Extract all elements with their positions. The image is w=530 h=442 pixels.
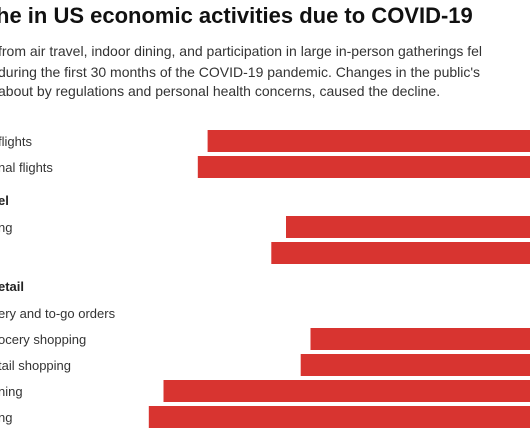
category-label: nal flights xyxy=(0,160,53,175)
bar xyxy=(271,242,530,264)
group-label: el xyxy=(0,193,9,208)
chart-title: he in US economic activities due to COVI… xyxy=(0,3,473,28)
subtitle-line-3: about by regulations and personal health… xyxy=(0,83,441,99)
group-label: etail xyxy=(0,279,24,294)
bar xyxy=(207,130,530,152)
bar xyxy=(148,406,530,428)
category-label: ery and to-go orders xyxy=(0,306,116,321)
bar xyxy=(197,156,530,178)
category-label: ocery shopping xyxy=(0,332,86,347)
subtitle-line-1: from air travel, indoor dining, and part… xyxy=(0,43,483,59)
category-label: tail shopping xyxy=(0,358,71,373)
subtitle-line-2: during the first 30 months of the COVID-… xyxy=(0,64,481,80)
category-label: ning xyxy=(0,384,23,399)
bar xyxy=(300,354,530,376)
bar xyxy=(163,380,530,402)
bar xyxy=(310,328,530,350)
bar xyxy=(286,216,530,238)
category-label: ng xyxy=(0,410,12,425)
category-label: flights xyxy=(0,134,32,149)
category-label: ng xyxy=(0,220,12,235)
